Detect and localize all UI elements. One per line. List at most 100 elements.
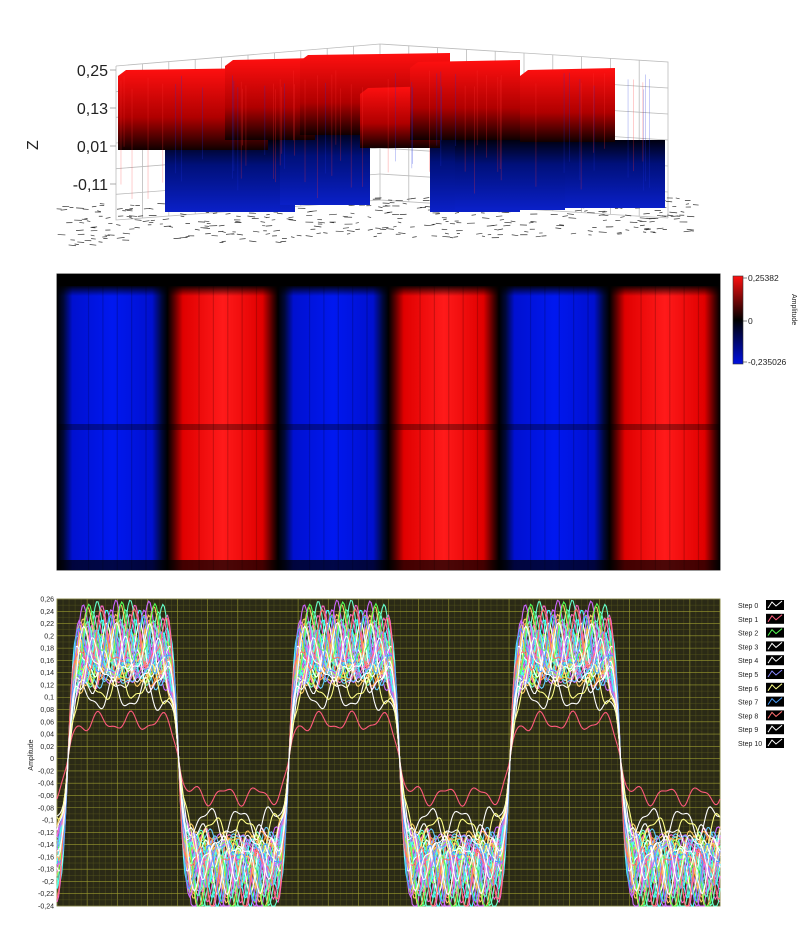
surface-floor-mark (202, 227, 211, 229)
surface-floor-mark (386, 228, 394, 230)
legend-label: Step 9 (738, 727, 758, 734)
y-tick-label: 0,02 (40, 744, 54, 751)
surface-floor-mark (148, 208, 154, 210)
series-line-step-4 (56, 649, 721, 869)
legend-label: Step 6 (738, 686, 758, 693)
heatmap-streak (558, 274, 560, 570)
surface-floor-mark (411, 197, 416, 200)
heatmap-streak (308, 274, 311, 570)
surface-floor-mark (373, 235, 377, 238)
series-line-step-7 (56, 614, 721, 903)
y-tick-label: 0,1 (44, 695, 54, 702)
surface-chart: 0,25 0,13 0,01 -0,11 Z (25, 43, 699, 247)
surface-peak (225, 58, 315, 140)
surface-floor-mark (134, 227, 140, 229)
surface-trough (165, 140, 295, 212)
surface-floor-mark (260, 221, 266, 223)
z-tick-label: -0,11 (73, 177, 108, 194)
heatmap-streak (323, 274, 325, 570)
surface-floor-mark (402, 202, 407, 205)
surface-floor-mark (218, 224, 225, 227)
heatmap-column-negative (278, 274, 389, 570)
heatmap-streak (669, 274, 671, 570)
surface-floor-mark (367, 216, 372, 218)
z-axis-ticks: 0,25 0,13 0,01 -0,11 (73, 63, 116, 194)
surface-floor-mark (194, 228, 200, 231)
surface-floor-mark (649, 220, 655, 223)
heatmap-streak (116, 274, 118, 570)
surface-floor-mark (524, 231, 529, 233)
surface-floor-mark (126, 209, 133, 212)
legend-swatch-line (767, 669, 783, 678)
surface-mesh (118, 53, 665, 212)
surface-floor-mark (346, 230, 355, 232)
surface-floor-mark (406, 198, 412, 200)
heatmap-top-band (57, 274, 720, 286)
surface-floor-mark (288, 216, 294, 219)
heatmap-streak (683, 274, 685, 570)
surface-floor-mark (129, 217, 133, 219)
surface-floor-mark (482, 217, 490, 219)
surface-floor-mark (329, 221, 334, 224)
heatmap-chart: 0,25382 0 -0,235026 Amplitude (56, 273, 797, 571)
surface-floor-mark (642, 231, 647, 233)
surface-floor-mark (342, 215, 348, 218)
surface-floor-mark (385, 204, 389, 207)
surface-floor-mark (471, 214, 477, 216)
legend-swatch-line (767, 683, 783, 692)
surface-floor-mark (276, 212, 283, 215)
heatmap-streak (640, 274, 642, 570)
y-axis-label: Amplitude (28, 739, 35, 770)
surface-floor-mark (530, 221, 537, 223)
surface-floor-mark (444, 232, 449, 235)
series-line-step-0 (56, 622, 721, 895)
surface-floor-mark (555, 227, 562, 229)
legend-label: Step 7 (738, 700, 758, 707)
y-tick-label: -0,08 (38, 805, 54, 812)
surface-floor-mark (620, 216, 625, 218)
surface-floor-mark (398, 232, 406, 234)
surface-floor-mark (222, 231, 226, 233)
surface-floor-mark (355, 222, 359, 224)
surface-floor-mark (74, 243, 79, 245)
surface-floor-mark (454, 212, 460, 214)
surface-floor-mark (247, 215, 256, 218)
surface-floor-mark (568, 217, 577, 219)
heatmap-streak (366, 274, 368, 570)
heatmap-column-positive (167, 274, 278, 570)
surface-floor-mark (129, 215, 138, 217)
surface-floor-mark (601, 214, 609, 216)
heatmap-streak (337, 274, 339, 570)
y-tick-label: 0 (50, 756, 54, 763)
y-tick-label: -0,12 (38, 830, 54, 837)
series-line-step-9 (56, 635, 721, 882)
heatmap-streak (145, 274, 147, 570)
surface-floor-mark (97, 210, 102, 213)
legend-swatch-line (767, 642, 783, 650)
surface-floor-mark (142, 220, 150, 222)
series-line-extra (56, 642, 721, 875)
surface-floor-mark (212, 212, 218, 214)
series-line-extra (56, 604, 721, 907)
surface-floor-mark (76, 229, 84, 231)
surface-floor-mark (239, 238, 246, 240)
legend: Step 0 Step 1 Step 2 Step 3 Step 4 Step 5 Step… (738, 600, 784, 748)
y-tick-label: 0,24 (40, 609, 54, 616)
surface-floor-mark (424, 206, 432, 208)
colorbar-max-label: 0,25382 (748, 273, 779, 283)
surface-floor-mark (386, 211, 393, 213)
legend-label: Step 10 (738, 741, 762, 748)
y-tick-label: 0,04 (40, 732, 54, 739)
surface-floor-mark (86, 220, 91, 222)
heatmap-mid-band (57, 424, 720, 430)
surface-floor-mark (659, 211, 663, 214)
surface-trough (455, 140, 565, 210)
heatmap-columns (57, 274, 720, 570)
surface-floor-mark (185, 235, 190, 238)
surface-floor-mark (381, 227, 389, 229)
surface-floor-mark (137, 215, 144, 217)
heatmap-streak (131, 274, 133, 570)
colorbar-title: Amplitude (790, 294, 797, 325)
surface-floor-mark (367, 228, 373, 231)
surface-floor-mark (397, 221, 402, 224)
